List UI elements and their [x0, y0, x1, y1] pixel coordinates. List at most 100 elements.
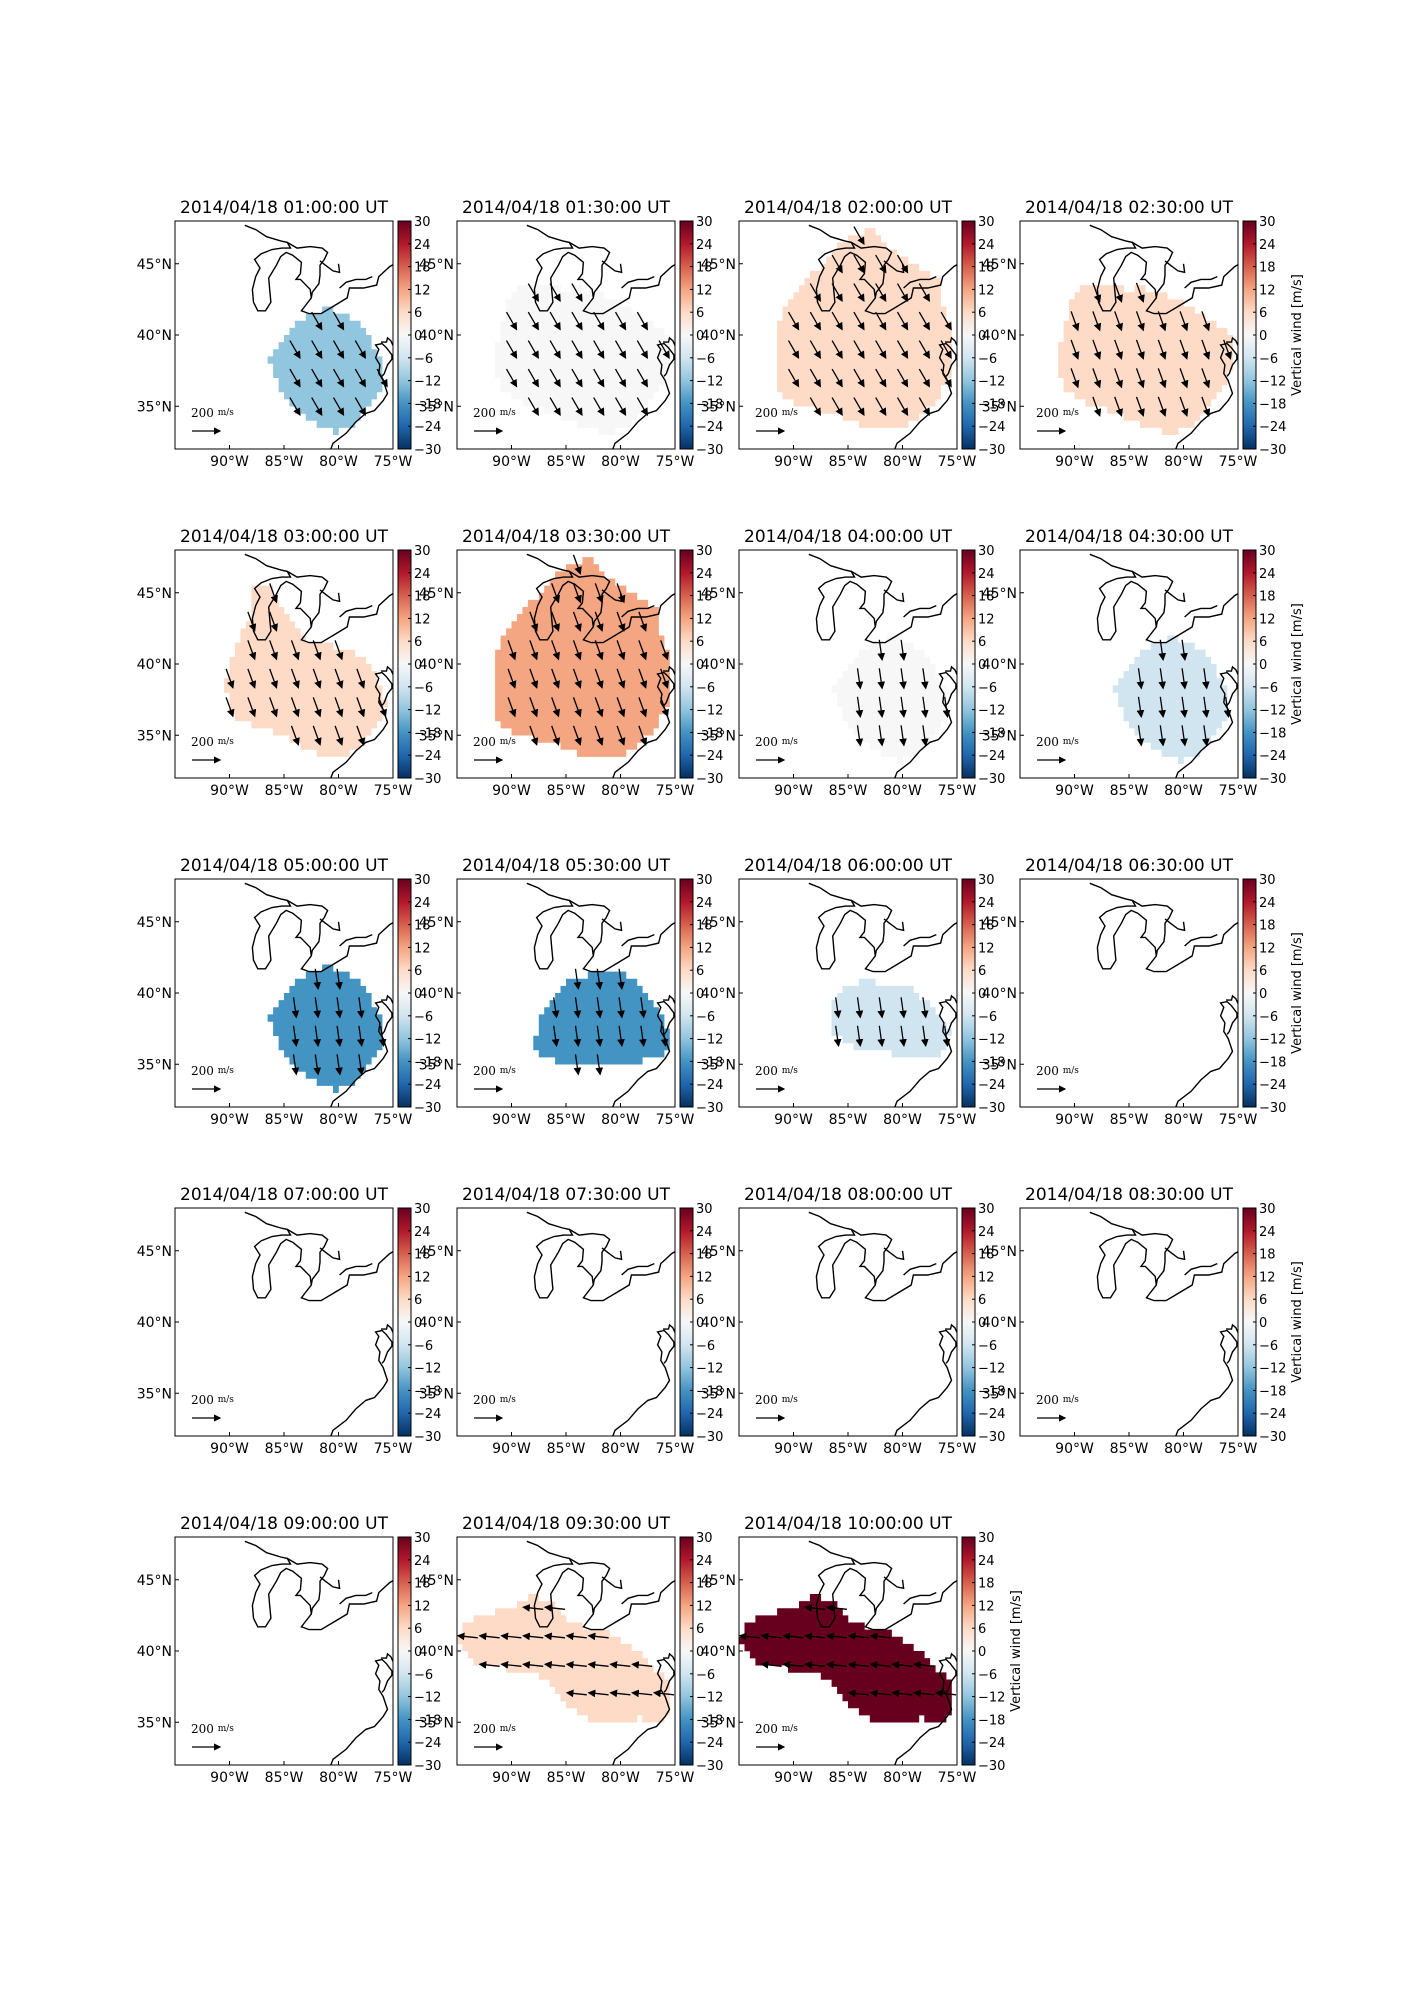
- wind-arrow: [354, 340, 366, 360]
- colorbar-tick-label: −18: [696, 726, 723, 741]
- coastline: [330, 671, 393, 778]
- wind-arrow: [831, 397, 843, 417]
- wind-arrow: [1136, 696, 1145, 718]
- x-tick-label: 80°W: [1164, 1441, 1203, 1457]
- colorbar-tick-label: −30: [696, 1759, 723, 1774]
- x-tick-label: 80°W: [601, 1441, 640, 1457]
- map-panel: 2014/04/18 02:30:00 UT 90°W 85°W 80°W 75°W 45…: [982, 198, 1305, 470]
- colorbar-tick-label: −12: [978, 375, 1005, 390]
- colorbar-tick-label: 18: [414, 1577, 431, 1592]
- map-area: [1089, 882, 1238, 1107]
- colorbar-tick-label: 12: [696, 1599, 713, 1614]
- wind-arrow: [1201, 339, 1211, 360]
- wind-arrow: [1135, 396, 1145, 417]
- reference-vector-unit: m/s: [1063, 737, 1080, 747]
- coastline: [883, 260, 905, 274]
- wind-arrow: [896, 340, 909, 360]
- wind-field: [777, 228, 952, 428]
- wind-field: [267, 306, 383, 435]
- colorbar-tick-label: 30: [1259, 1202, 1276, 1217]
- x-tick-label: 80°W: [883, 454, 922, 470]
- coastline: [381, 1323, 393, 1335]
- colorbar-tick-label: 24: [1259, 567, 1276, 582]
- wind-arrow: [543, 1661, 566, 1669]
- colorbar-tick-label: 6: [1259, 1293, 1267, 1308]
- wind-arrow: [594, 725, 604, 746]
- x-tick-label: 85°W: [547, 1770, 586, 1786]
- map-area: [244, 1540, 393, 1765]
- y-tick-label: 45°N: [137, 1244, 172, 1260]
- map-area: [457, 1540, 675, 1765]
- colorbar-tick-label: 18: [696, 1248, 713, 1263]
- colorbar-tick-label: 24: [696, 1554, 713, 1569]
- x-tick-label: 80°W: [1164, 454, 1203, 470]
- wind-arrow: [335, 1025, 343, 1047]
- y-tick-label: 35°N: [419, 1715, 454, 1731]
- coastline: [286, 1557, 329, 1615]
- reference-vector-label: 200 m/s: [191, 1064, 234, 1078]
- wind-arrow: [614, 311, 627, 331]
- wind-arrow: [571, 311, 583, 331]
- wind-arrow: [896, 311, 909, 331]
- colorbar-label: Vertical wind [m/s]: [1290, 603, 1305, 725]
- wind-arrow: [1135, 311, 1145, 332]
- colorbar-tick-label: −6: [414, 1668, 433, 1683]
- colorbar-tick-label: −24: [696, 749, 723, 764]
- colorbar-tick-label: 0: [414, 987, 422, 1002]
- wind-arrow: [529, 725, 539, 746]
- colorbar-tick-label: −6: [414, 1010, 433, 1025]
- wind-arrow: [551, 697, 560, 718]
- x-tick-label: 85°W: [1110, 1112, 1149, 1128]
- coastline: [808, 224, 957, 315]
- coastline: [894, 1658, 957, 1765]
- colorbar-tick-label: 18: [978, 590, 995, 605]
- coastline: [621, 1591, 655, 1605]
- colorbar-tick-label: −12: [978, 1362, 1005, 1377]
- reference-vector-label: 200 m/s: [1036, 1393, 1079, 1407]
- colorbar-tick-label: 24: [696, 567, 713, 582]
- coastline: [808, 882, 957, 973]
- coastline: [339, 275, 373, 289]
- colorbar-tick-label: −24: [1259, 749, 1286, 764]
- wind-arrow: [855, 1025, 864, 1047]
- wind-arrow: [313, 1054, 322, 1076]
- colorbar-tick-label: −12: [696, 375, 723, 390]
- reference-vector-label: 200 m/s: [191, 1722, 234, 1736]
- colorbar-tick-label: 6: [696, 306, 704, 321]
- x-tick-label: 85°W: [829, 783, 868, 799]
- colorbar-tick-label: 6: [978, 635, 986, 650]
- wind-arrow: [593, 397, 605, 417]
- y-tick-label: 40°N: [419, 328, 454, 344]
- map-panel: 2014/04/18 06:30:00 UT 90°W 85°W 80°W 75°W 45…: [982, 856, 1305, 1128]
- x-tick-label: 90°W: [774, 1441, 813, 1457]
- colorbar-tick-label: −24: [414, 1078, 441, 1093]
- colorbar-tick-label: −18: [1259, 1384, 1286, 1399]
- wind-arrow: [527, 340, 539, 360]
- coastline: [381, 994, 393, 1006]
- map-area: [808, 882, 957, 1107]
- wind-arrow: [549, 368, 561, 388]
- colorbar-tick-label: −6: [414, 681, 433, 696]
- coastline: [850, 1557, 893, 1615]
- wind-arrow: [565, 1632, 587, 1641]
- y-tick-label: 45°N: [419, 257, 454, 273]
- wind-arrow: [896, 283, 909, 303]
- wind-arrow: [847, 1689, 869, 1698]
- colorbar-tick-label: −12: [696, 1362, 723, 1377]
- wind-arrow: [247, 697, 257, 718]
- colorbar-tick-label: 18: [1259, 1248, 1276, 1263]
- coastline: [601, 918, 623, 932]
- colorbar-label: Vertical wind [m/s]: [1290, 1261, 1305, 1383]
- coastline: [526, 553, 675, 644]
- x-tick-label: 75°W: [1219, 454, 1258, 470]
- wind-arrow: [833, 997, 842, 1019]
- colorbar-tick-label: −24: [1259, 1078, 1286, 1093]
- wind-arrow: [527, 311, 539, 331]
- colorbar-tick-label: −12: [978, 704, 1005, 719]
- wind-arrow: [313, 1025, 322, 1047]
- colorbar-tick-label: 24: [1259, 896, 1276, 911]
- colorbar-tick-label: 24: [414, 567, 431, 582]
- colorbar-tick-label: 12: [1259, 1270, 1276, 1285]
- coastline: [850, 899, 893, 957]
- map-panel: 2014/04/18 02:00:00 UT 90°W 85°W 80°W 75°W 45…: [701, 198, 1006, 470]
